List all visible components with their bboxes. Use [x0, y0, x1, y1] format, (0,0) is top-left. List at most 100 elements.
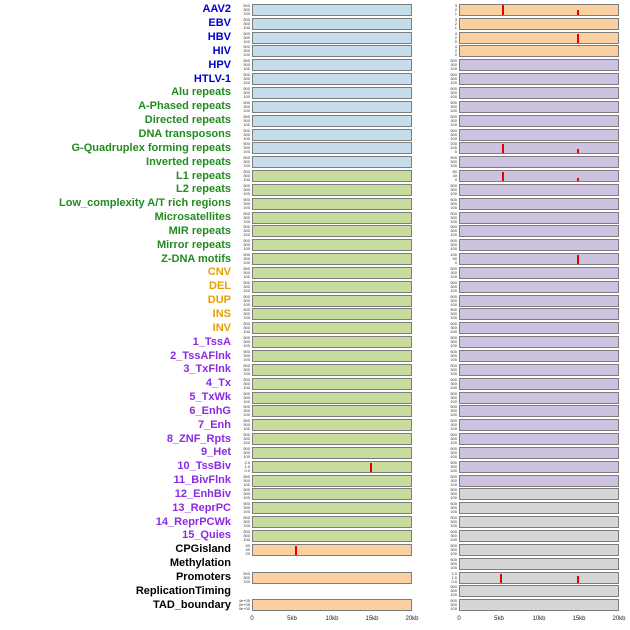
y-tick-label: 500: [450, 515, 457, 521]
y-tick-label: 500: [243, 182, 250, 188]
y-tick-label: 500: [450, 473, 457, 479]
y-tick-label: 300: [450, 89, 457, 95]
y-axis-ticks: 500 300 100: [236, 433, 252, 445]
y-tick-label: 100: [450, 426, 457, 432]
mini-plot-panel: [459, 183, 619, 196]
y-axis-ticks: 500 300 100: [443, 473, 459, 487]
y-tick-label: 300: [243, 325, 250, 331]
x-tick-label: 10kb: [532, 616, 546, 623]
panel-group: 500 300 100: [443, 197, 619, 210]
panel-group: 500 300 100: [443, 238, 619, 252]
y-tick-label: 500: [243, 72, 250, 78]
mini-plot-panel: [459, 280, 619, 293]
y-tick-label: 100: [450, 121, 457, 127]
panel-group: 500 300 100: [236, 280, 412, 293]
y-axis-ticks: 500 300 100: [236, 419, 252, 431]
y-axis-ticks: 500 300 100: [443, 529, 459, 542]
y-tick-label: 300: [243, 408, 250, 414]
mini-plot-panel: [252, 460, 412, 473]
mini-plot-panel: [252, 488, 412, 501]
y-tick-label: 500: [450, 404, 457, 410]
chart-row: 14_ReprPCWk 500 300 100 500 300 100: [6, 515, 630, 529]
chart-row: CNV 500 300 100 500 300 100: [6, 266, 630, 280]
y-tick-label: 100: [450, 550, 457, 556]
panel-group: 500 300 100: [443, 460, 619, 473]
mini-plot-panel: [459, 239, 619, 252]
panel-group: 500 300 100: [236, 156, 412, 169]
mini-plot-panel: [252, 529, 412, 542]
y-tick-label: 500: [450, 362, 457, 368]
chart-row: 8_ZNF_Rpts 500 300 100 500 300 100: [6, 432, 630, 446]
y-tick-label: 100: [243, 301, 250, 307]
row-label: 11_BivFlnk: [173, 474, 231, 487]
y-tick-label: 300: [450, 159, 457, 165]
chart-row: 11_BivFlnk 500 300 100 500 300 100: [6, 474, 630, 488]
y-tick-label: 300: [450, 311, 457, 317]
panel-group: 500 300 100: [236, 31, 412, 44]
y-axis-ticks: 500 300 100: [236, 266, 252, 279]
y-tick-label: 500: [243, 473, 250, 479]
mini-plot-panel: [459, 599, 619, 612]
y-tick-label: 0: [454, 149, 457, 155]
y-axis-ticks: 500 300 100: [443, 308, 459, 320]
y-tick-label: 500: [243, 487, 250, 493]
panel-group: 500 300 100: [443, 404, 619, 418]
y-axis-ticks: 500 300 100: [443, 336, 459, 348]
row-label: Z-DNA motifs: [161, 252, 231, 265]
row-label: 14_ReprPCWk: [155, 515, 231, 528]
mini-plot-panel: [459, 59, 619, 72]
panel-group: 500 300 100: [236, 3, 412, 16]
y-tick-label: 100: [450, 384, 457, 390]
y-tick-label: 100: [243, 287, 250, 293]
y-tick-label: 300: [450, 103, 457, 109]
y-axis-ticks: 500 300 100: [236, 239, 252, 251]
panel-group: 500 300 100: [236, 377, 412, 390]
y-tick-label: 300: [243, 269, 250, 275]
y-axis-ticks: 500 300 100: [236, 86, 252, 99]
y-tick-label: 100: [450, 163, 457, 169]
y-axis-ticks: 500 300 100: [236, 336, 252, 348]
mini-plot-panel: [252, 405, 412, 418]
panel-group: 500 300 100: [236, 100, 412, 113]
y-tick-label: 500: [450, 238, 457, 244]
y-tick-label: 100: [450, 135, 457, 141]
y-tick-label: 100: [450, 315, 457, 321]
panel-group: 500 300 100: [236, 487, 412, 501]
x-tick-label: 5kb: [287, 616, 297, 623]
y-tick-label: 300: [243, 186, 250, 192]
mini-plot-panel: [459, 543, 619, 556]
y-axis-ticks: 500 300 100: [236, 308, 252, 320]
panel-group: 500 300 100: [236, 170, 412, 183]
chart-row: Inverted repeats 500 300 100 500 300 100: [6, 155, 630, 169]
y-axis-ticks: 500 300 100: [236, 156, 252, 168]
y-tick-label: 500: [450, 321, 457, 327]
row-label: DEL: [209, 280, 231, 293]
mini-plot-panel: [252, 73, 412, 86]
y-tick-label: 0: [454, 260, 457, 266]
mini-plot-panel: [459, 114, 619, 127]
mini-plot-panel: [252, 253, 412, 266]
y-tick-label: 300: [450, 394, 457, 400]
mini-plot-panel: [459, 488, 619, 501]
panel-group: 500 300 100: [443, 86, 619, 99]
y-axis-ticks: 500 300 100: [236, 100, 252, 113]
y-tick-label: 100: [243, 481, 250, 487]
panel-group: 500 300 100: [236, 86, 412, 99]
y-tick-label: 300: [450, 269, 457, 275]
panel-group: 500 300 100: [443, 350, 619, 363]
y-tick-label: 300: [450, 519, 457, 525]
y-tick-label: 300: [450, 366, 457, 372]
y-tick-label: 1: [454, 10, 457, 16]
chart-row: CPGisland 60 40 20 500 300 100: [6, 543, 630, 557]
panel-group: 500 300 100: [443, 308, 619, 321]
mini-plot-panel: [459, 474, 619, 487]
y-tick-label: 300: [243, 34, 250, 40]
y-axis-ticks: 500 300 100: [236, 322, 252, 334]
x-tick-label: 0: [457, 616, 461, 623]
panel-group: 500 300 100: [443, 488, 619, 501]
row-label: CNV: [207, 266, 231, 279]
mini-plot-panel: [252, 183, 412, 196]
y-axis-ticks: 200 100 0: [443, 142, 459, 154]
y-tick-label: 100: [243, 149, 250, 155]
mini-plot-panel: [459, 73, 619, 86]
